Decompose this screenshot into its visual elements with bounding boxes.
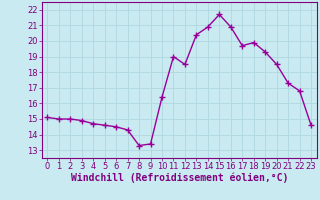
X-axis label: Windchill (Refroidissement éolien,°C): Windchill (Refroidissement éolien,°C) [70, 173, 288, 183]
